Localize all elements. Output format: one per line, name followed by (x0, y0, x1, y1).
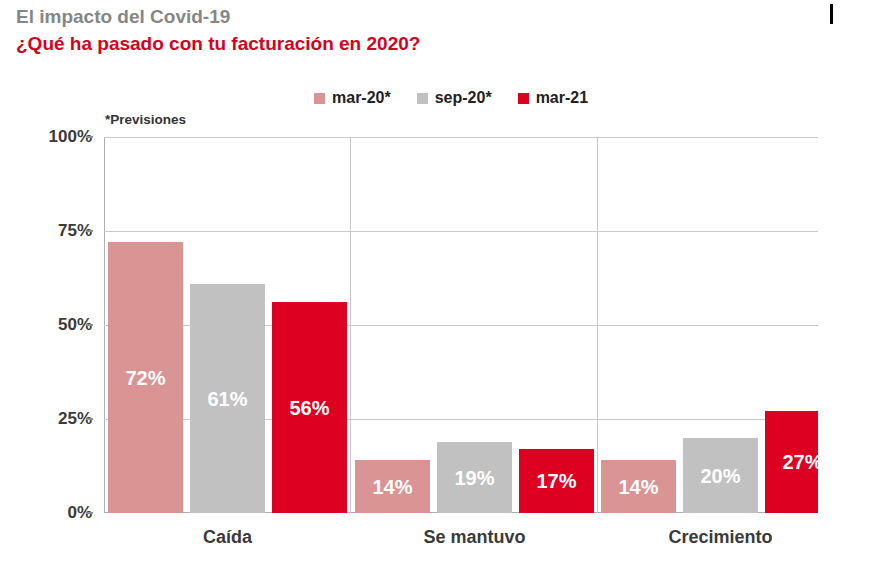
legend-label: mar-21 (536, 89, 588, 107)
bar-value-label: 56% (289, 396, 329, 419)
gridline (104, 231, 818, 232)
chart-title: El impacto del Covid-19 (16, 6, 230, 28)
bar-mar-20-se-mantuvo: 14% (355, 460, 430, 513)
bar-mar-20-ca-da: 72% (108, 242, 183, 513)
category-separator-line (350, 137, 351, 513)
bar-value-label: 14% (372, 475, 412, 498)
y-tick-mark (86, 418, 93, 420)
chart-legend: mar-20* sep-20* mar-21 (314, 89, 588, 107)
y-tick-mark (86, 136, 93, 138)
text-cursor-mark (830, 4, 833, 24)
bar-sep-20-ca-da: 61% (190, 284, 265, 513)
y-tick-label: 50% (4, 315, 92, 335)
y-tick-mark (86, 512, 93, 514)
category-separator-line (597, 137, 598, 513)
bar-value-label: 27% (782, 451, 818, 474)
y-tick-mark (86, 324, 93, 326)
bar-value-label: 61% (207, 387, 247, 410)
bar-sep-20-se-mantuvo: 19% (437, 442, 512, 513)
previsiones-note: *Previsiones (105, 112, 186, 127)
y-tick-mark (86, 230, 93, 232)
bar-mar-21-se-mantuvo: 17% (519, 449, 594, 513)
bar-mar-20-crecimiento: 14% (601, 460, 676, 513)
category-label-ca-da: Caída (203, 527, 252, 548)
y-tick-label: 0% (4, 503, 92, 523)
legend-swatch-icon (518, 93, 529, 104)
legend-label: mar-20* (332, 89, 391, 107)
bar-sep-20-crecimiento: 20% (683, 438, 758, 513)
legend-item-sep-20: sep-20* (417, 89, 492, 107)
legend-swatch-icon (314, 93, 325, 104)
gridline (104, 137, 818, 138)
y-tick-label: 100% (4, 127, 92, 147)
category-label-crecimiento: Crecimiento (668, 527, 772, 548)
chart-subtitle: ¿Qué ha pasado con tu facturación en 202… (16, 33, 420, 55)
legend-item-mar-20: mar-20* (314, 89, 391, 107)
bar-value-label: 19% (454, 466, 494, 489)
bar-mar-21-ca-da: 56% (272, 302, 347, 513)
category-label-se-mantuvo: Se mantuvo (423, 527, 525, 548)
plot-area: 72% 61% 56% 14% 19% 17% 14% 20% 27% (104, 137, 818, 513)
legend-item-mar-21: mar-21 (518, 89, 588, 107)
bar-value-label: 20% (700, 464, 740, 487)
y-tick-label: 25% (4, 409, 92, 429)
chart-canvas: El impacto del Covid-19 ¿Qué ha pasado c… (0, 0, 884, 565)
y-tick-label: 75% (4, 221, 92, 241)
bar-value-label: 14% (618, 475, 658, 498)
legend-swatch-icon (417, 93, 428, 104)
bar-mar-21-crecimiento: 27% (765, 411, 818, 513)
bar-value-label: 72% (125, 366, 165, 389)
bar-value-label: 17% (536, 470, 576, 493)
legend-label: sep-20* (435, 89, 492, 107)
